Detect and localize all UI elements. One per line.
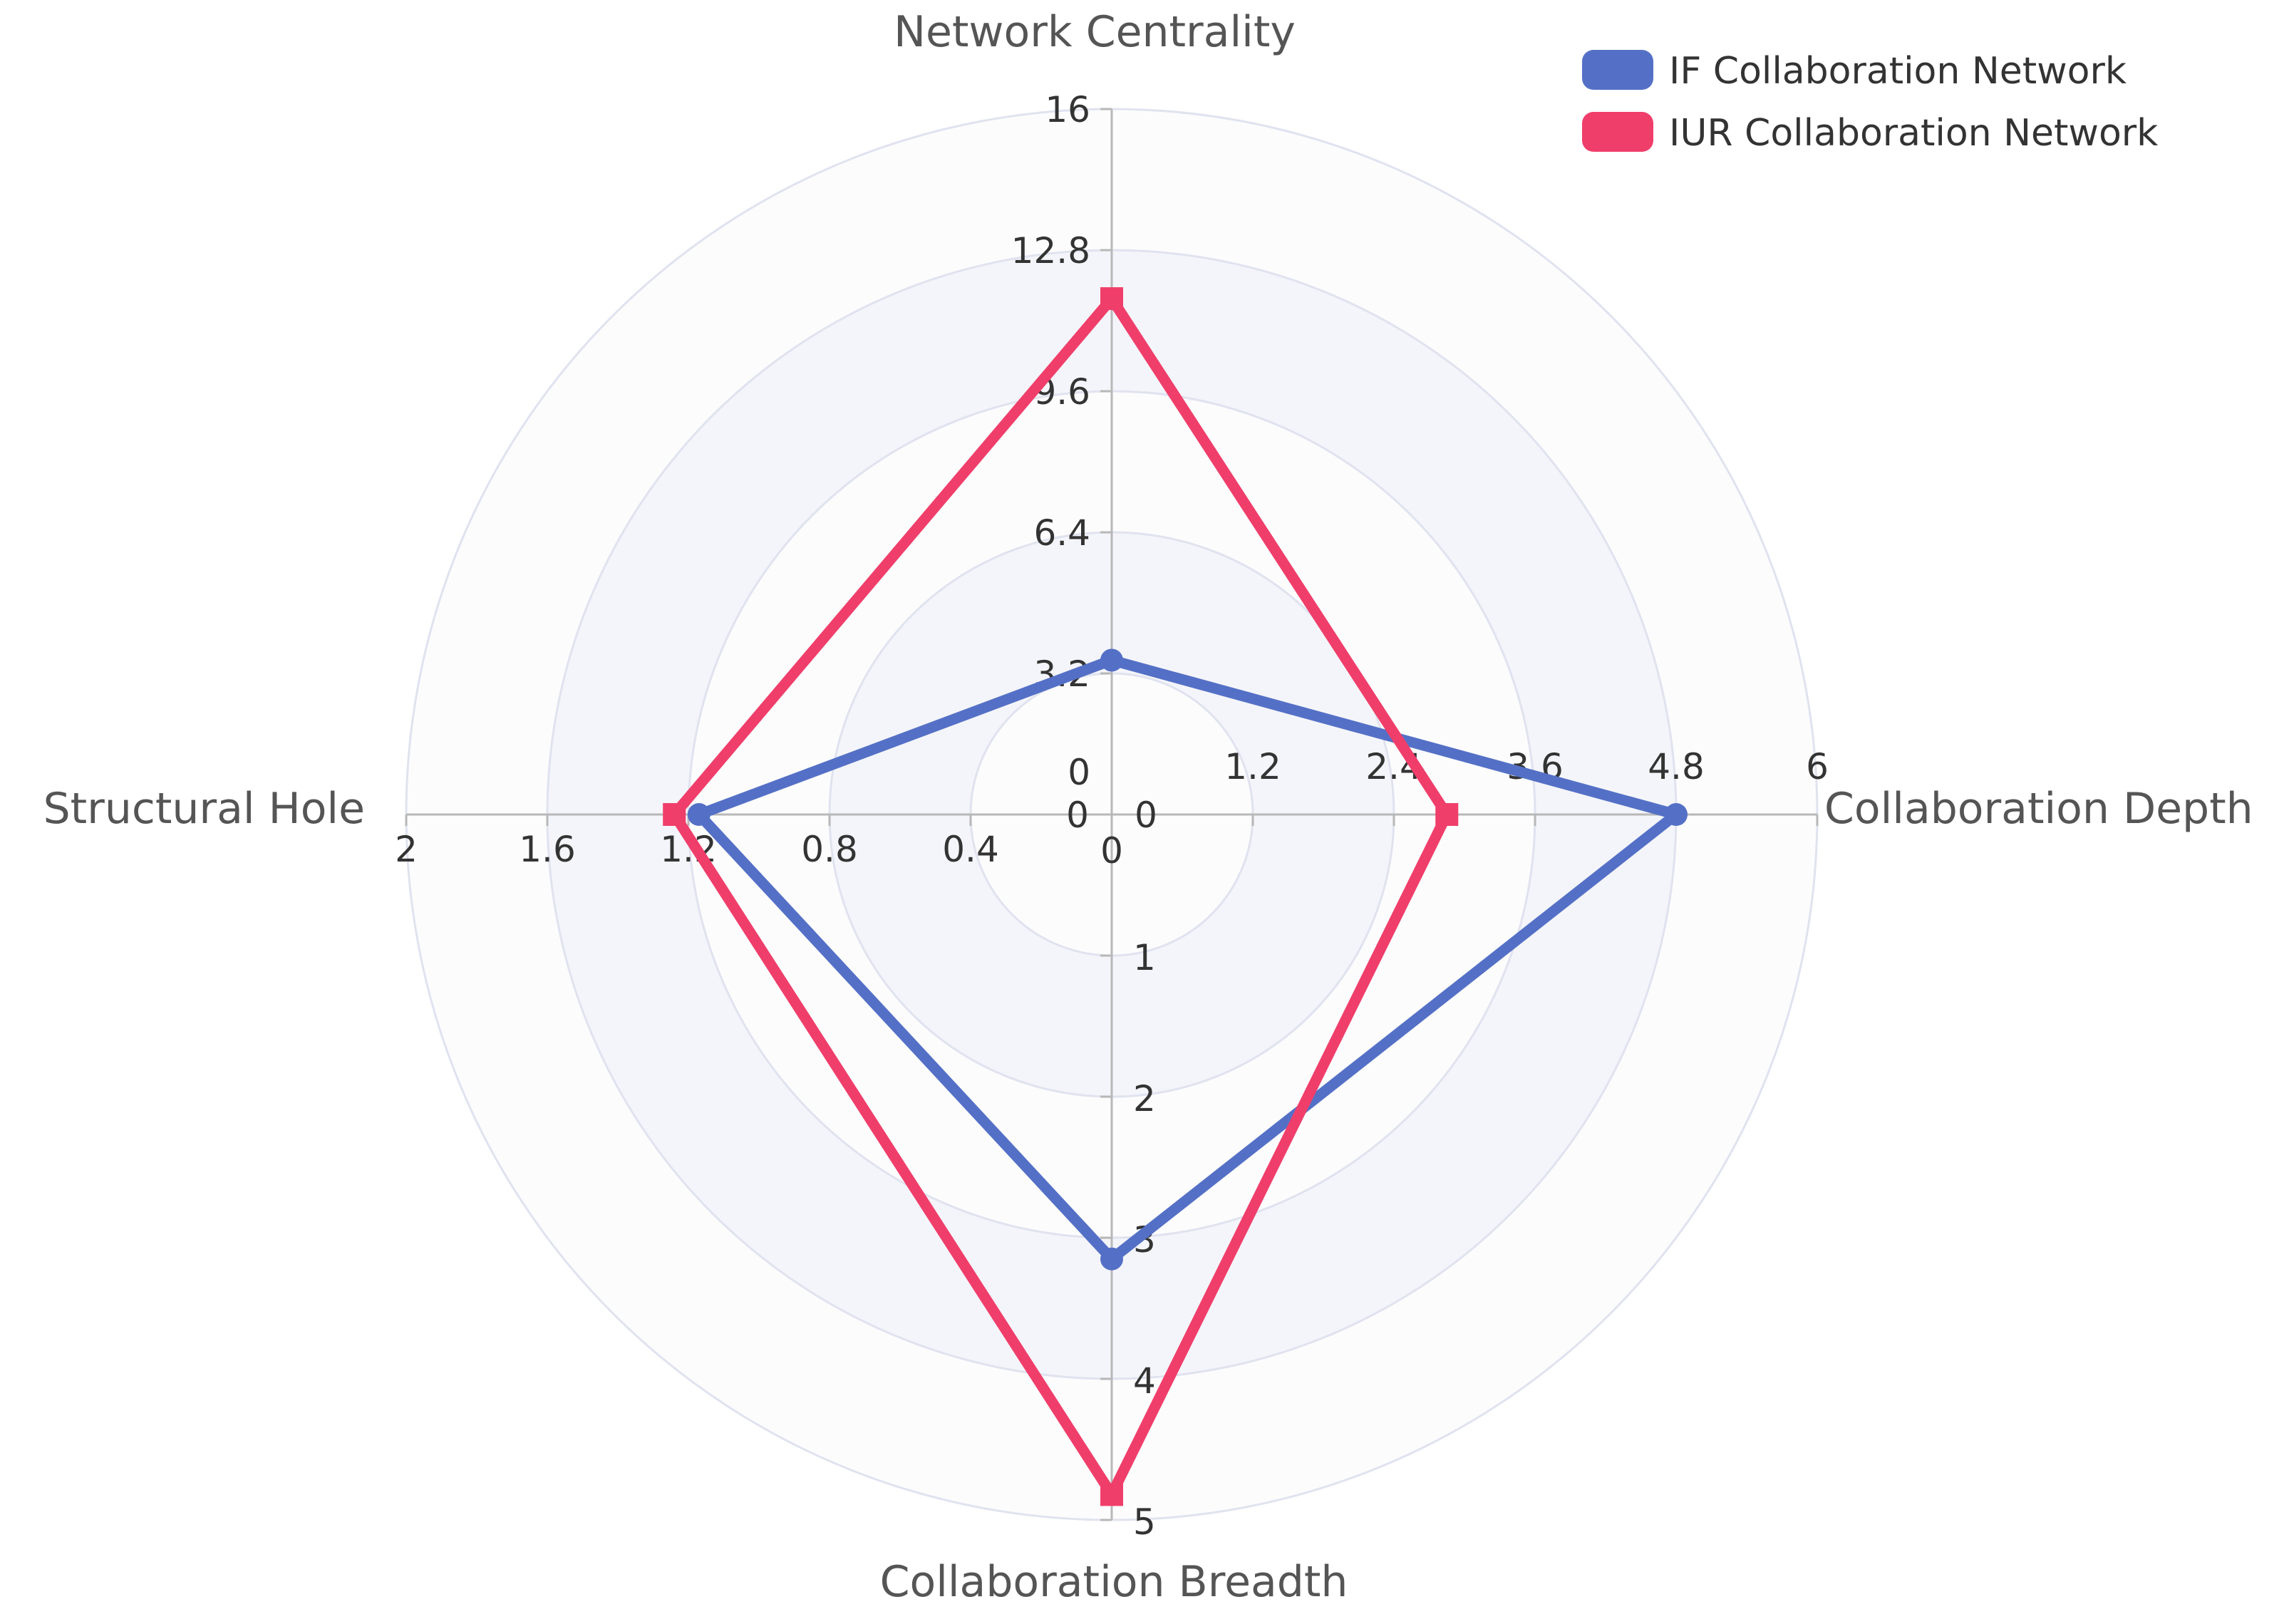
tick-label-collaboration-depth-1: 1.2 bbox=[1224, 746, 1281, 787]
data-point-iur-collaboration-network-1 bbox=[1435, 803, 1459, 826]
data-point-iur-collaboration-network-0 bbox=[1100, 287, 1123, 311]
axis-name-structural-hole: Structural Hole bbox=[43, 784, 365, 834]
data-point-if-collaboration-network-0 bbox=[1100, 648, 1123, 672]
axis-name-network-centrality: Network Centrality bbox=[894, 7, 1296, 57]
tick-label-collaboration-breadth-5: 5 bbox=[1133, 1501, 1156, 1543]
tick-label-collaboration-breadth-4: 4 bbox=[1133, 1360, 1156, 1402]
series-layer bbox=[663, 287, 1688, 1506]
axes bbox=[405, 108, 1819, 1521]
tick-label-network-centrality-2: 6.4 bbox=[1033, 512, 1090, 554]
tick-label-collaboration-depth-4: 4.8 bbox=[1648, 746, 1705, 787]
legend-swatch-iur bbox=[1582, 112, 1653, 152]
tick-label-structural-hole-2: 0.8 bbox=[801, 829, 858, 870]
axis-name-collaboration-breadth: Collaboration Breadth bbox=[880, 1557, 1348, 1607]
tick-label-collaboration-breadth-2: 2 bbox=[1133, 1078, 1156, 1119]
tick-label-network-centrality-5: 16 bbox=[1045, 89, 1090, 130]
data-point-if-collaboration-network-3 bbox=[687, 803, 711, 826]
tick-label-structural-hole-0: 0 bbox=[1066, 795, 1089, 836]
data-point-iur-collaboration-network-2 bbox=[1100, 1483, 1123, 1506]
data-point-iur-collaboration-network-3 bbox=[663, 803, 686, 826]
tick-label-network-centrality-4: 12.8 bbox=[1011, 230, 1090, 271]
tick-label-structural-hole-5: 2 bbox=[395, 829, 418, 870]
tick-label-collaboration-depth-5: 6 bbox=[1806, 746, 1829, 787]
legend-label-iur: IUR Collaboration Network bbox=[1669, 112, 2158, 155]
tick-label-collaboration-breadth-1: 1 bbox=[1133, 937, 1156, 978]
tick-label-structural-hole-4: 1.6 bbox=[519, 829, 576, 870]
tick-label-collaboration-depth-0: 0 bbox=[1135, 795, 1157, 836]
legend-label-if: IF Collaboration Network bbox=[1669, 50, 2127, 93]
tick-label-collaboration-breadth-0: 0 bbox=[1100, 830, 1123, 872]
data-point-if-collaboration-network-1 bbox=[1665, 803, 1688, 826]
legend-swatch-if bbox=[1582, 50, 1653, 90]
tick-label-network-centrality-0: 0 bbox=[1068, 752, 1090, 793]
axis-name-collaboration-depth: Collaboration Depth bbox=[1824, 784, 2253, 834]
legend-item-iur[interactable]: IUR Collaboration Network bbox=[1582, 112, 2158, 155]
legend: IF Collaboration Network IUR Collaborati… bbox=[1582, 50, 2158, 155]
tick-label-structural-hole-1: 0.4 bbox=[942, 829, 999, 870]
legend-item-if[interactable]: IF Collaboration Network bbox=[1582, 50, 2127, 93]
data-point-if-collaboration-network-2 bbox=[1100, 1247, 1123, 1271]
